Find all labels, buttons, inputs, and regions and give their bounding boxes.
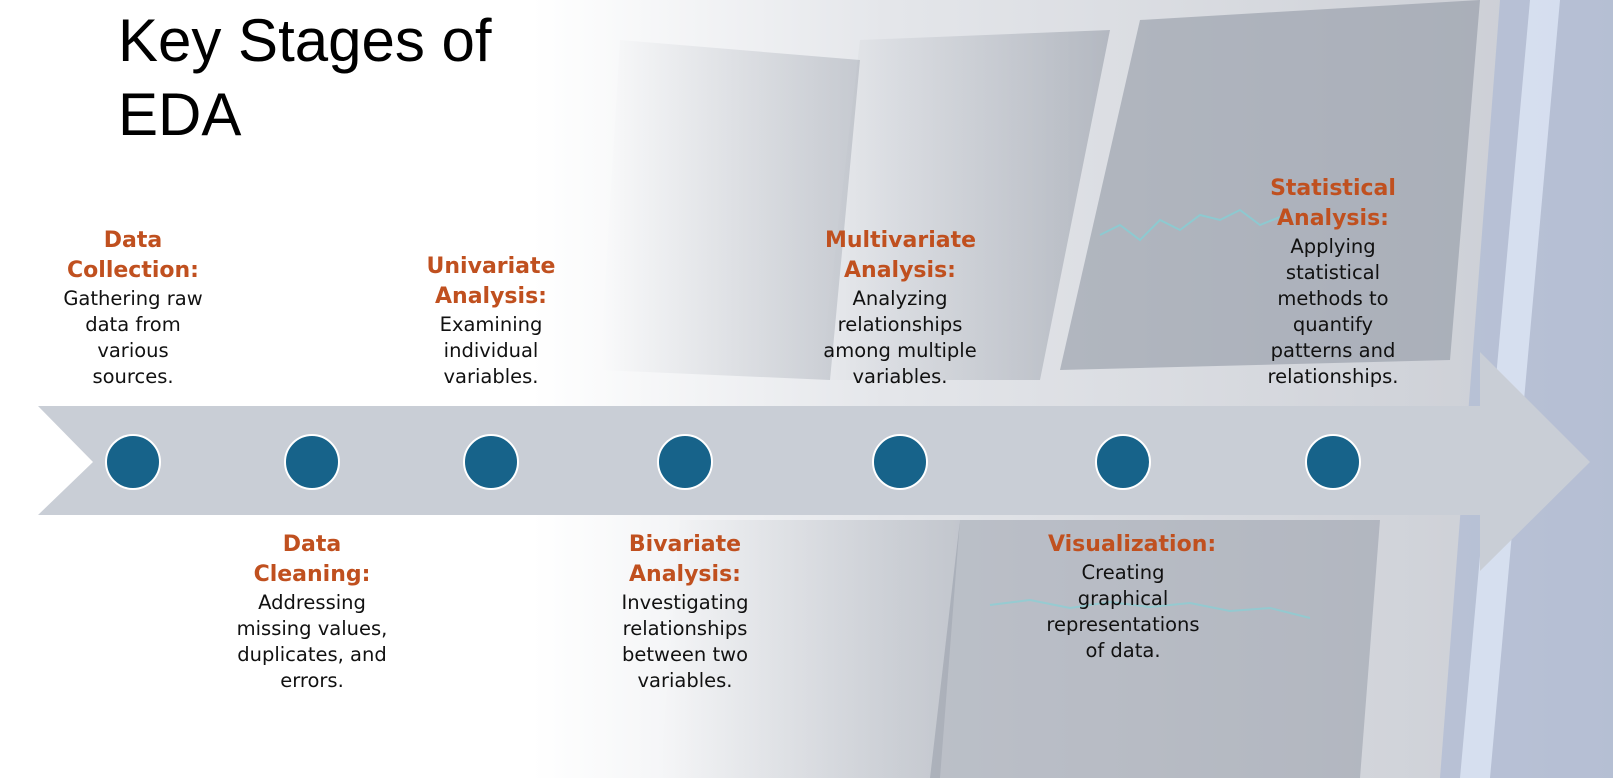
stage: Data Cleaning: Addressing missing values,… [217,530,407,694]
stage-description: Creating graphical representations of da… [1046,561,1200,662]
stage-label: Univariate Analysis: [426,254,556,309]
stage-marker [1305,434,1361,490]
stage-label: Data Cleaning: [253,532,371,587]
stage-label: Visualization: [1048,532,1217,557]
stage-description: Examining individual variables. [439,313,543,388]
stage-label: Data Collection: [67,228,199,283]
stage-marker [657,434,713,490]
stage-description: Investigating relationships between two … [621,591,749,692]
stage-description: Analyzing relationships among multiple v… [823,287,977,388]
stage-description: Applying statistical methods to quantify… [1267,235,1399,388]
stage-description: Gathering raw data from various sources. [63,287,203,388]
stage-label: Multivariate Analysis: [825,228,977,283]
title: Key Stages of EDA [118,7,492,148]
stage: Univariate Analysis: Examining individual… [396,252,586,390]
stage: Statistical Analysis: Applying statistica… [1238,174,1428,390]
stage-description: Addressing missing values, duplicates, a… [236,591,388,692]
stage-marker [105,434,161,490]
stage-label: Bivariate Analysis: [628,532,742,587]
stage-label: Statistical Analysis: [1270,176,1396,231]
stage: Visualization: Creating graphical represe… [1028,530,1218,664]
stage-marker [463,434,519,490]
stage: Data Collection: Gathering raw data from … [38,226,228,390]
stage-marker [872,434,928,490]
stage-marker [284,434,340,490]
stage: Bivariate Analysis: Investigating relatio… [590,530,780,694]
stage-marker [1095,434,1151,490]
timeline-arrow [38,352,1590,571]
stage: Multivariate Analysis: Analyzing relation… [805,226,995,390]
